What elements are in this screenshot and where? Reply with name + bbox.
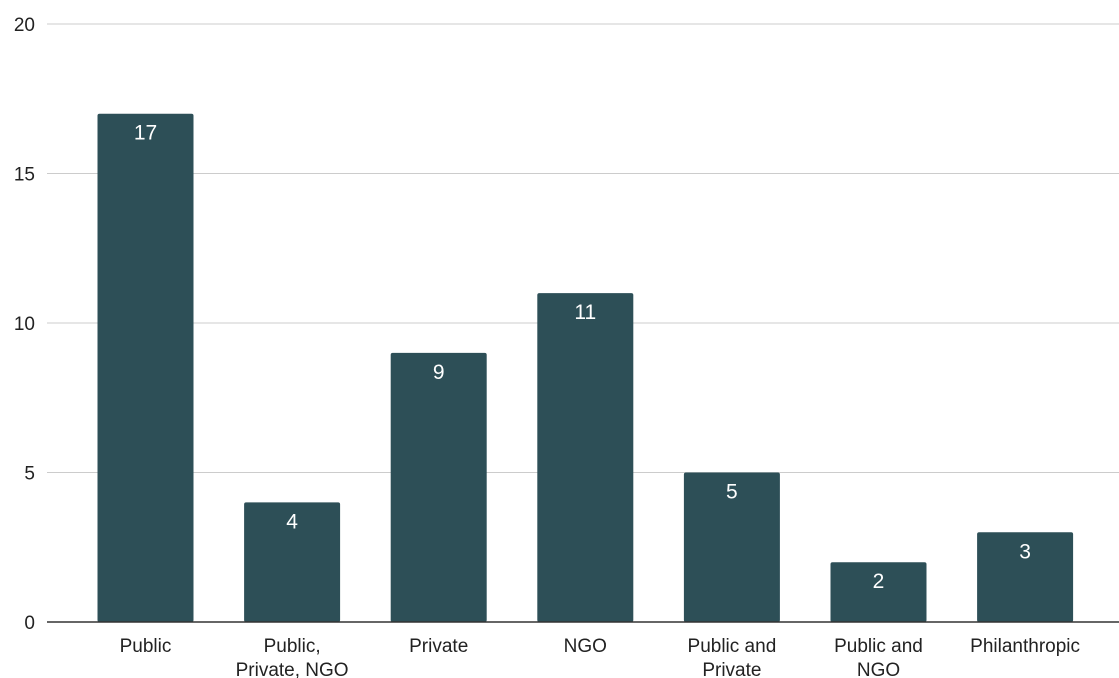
y-tick-label: 20	[14, 15, 35, 36]
bar	[97, 113, 194, 622]
x-category-label: Public and NGO	[834, 636, 923, 678]
bar	[830, 562, 927, 622]
x-category-label-line: NGO	[564, 636, 607, 657]
y-tick-label: 15	[14, 165, 35, 186]
bar	[244, 502, 341, 622]
x-category-label: Philanthropic	[970, 636, 1080, 657]
bar-value-label: 9	[433, 361, 445, 384]
y-tick-label: 10	[14, 314, 35, 335]
y-tick-label: 0	[24, 613, 35, 634]
bar	[390, 352, 487, 622]
x-category-label-line: Public and	[834, 636, 923, 657]
x-category-label: Public, Private, NGO	[236, 636, 349, 678]
y-tick-label: 5	[24, 464, 35, 485]
bar-value-label: 2	[873, 570, 885, 593]
bar-value-label: 3	[1019, 540, 1031, 563]
x-category-label-line: Public	[120, 636, 172, 657]
bar-value-label: 11	[574, 301, 596, 324]
x-category-label: Private	[409, 636, 468, 657]
x-category-label-line: Philanthropic	[970, 636, 1080, 657]
x-category-label-line: Private, NGO	[236, 660, 349, 678]
x-category-label-line: NGO	[857, 660, 900, 678]
bar-value-label: 5	[726, 481, 738, 504]
bars: 17 4 9 11 5 2 3	[97, 113, 1074, 622]
x-category-label-line: Public,	[264, 636, 321, 657]
x-category-label-line: Private	[702, 660, 761, 678]
x-category-label-line: Public and	[688, 636, 777, 657]
bar-value-label: 17	[134, 122, 157, 145]
x-category-label: Public and Private	[688, 636, 777, 678]
bar	[537, 293, 634, 622]
x-category-label: NGO	[564, 636, 607, 657]
bar-value-label: 4	[286, 510, 298, 533]
x-category-label-line: Private	[409, 636, 468, 657]
y-axis-tick-labels: 0 5 10 15 20	[14, 15, 35, 634]
x-category-label: Public	[120, 636, 172, 657]
bar	[683, 472, 780, 622]
bar	[977, 532, 1074, 622]
